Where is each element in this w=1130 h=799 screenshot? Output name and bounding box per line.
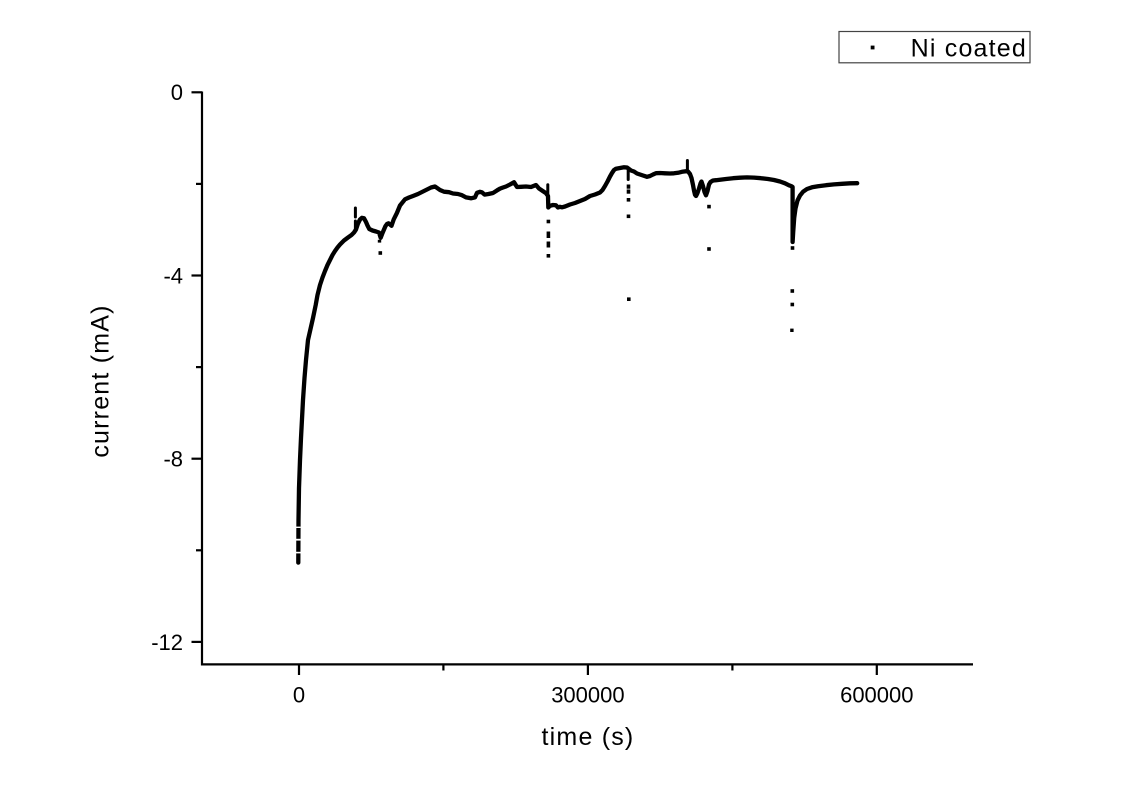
svg-text:-4: -4 xyxy=(163,263,183,288)
svg-text:0: 0 xyxy=(171,80,183,105)
svg-text:0: 0 xyxy=(293,683,305,708)
svg-text:600000: 600000 xyxy=(840,683,913,708)
svg-text:300000: 300000 xyxy=(551,683,624,708)
svg-text:current (mA): current (mA) xyxy=(87,304,115,457)
svg-text:-8: -8 xyxy=(163,447,183,472)
svg-text:time (s): time (s) xyxy=(542,723,635,751)
svg-text:-12: -12 xyxy=(151,630,183,655)
svg-text:Ni coated: Ni coated xyxy=(911,35,1027,63)
